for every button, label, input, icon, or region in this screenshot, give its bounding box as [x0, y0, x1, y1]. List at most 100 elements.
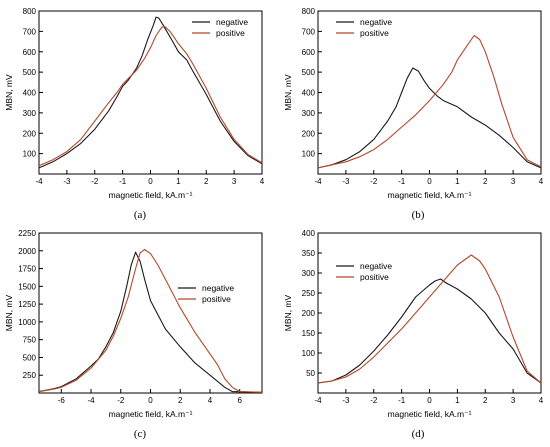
- x-tick-label: -2: [370, 396, 378, 405]
- y-tick-label: 500: [23, 353, 37, 362]
- x-tick-label: -3: [63, 177, 71, 186]
- y-axis-label: MBN, mV: [4, 294, 14, 331]
- legend-label-positive: positive: [216, 28, 245, 38]
- x-tick-label: 4: [260, 177, 265, 186]
- series-line-negative: [317, 278, 542, 384]
- chart-panel-2: -4 -3 -2 -1 0 1 2 3 4 100 200 300 400 500 600 700 800 mag…: [283, 7, 544, 221]
- y-tick-label: 700: [302, 27, 316, 36]
- chart-panel-1: -4 -3 -2 -1 0 1 2 3 4 100 200 300 400 500 600 700 800 mag…: [4, 7, 265, 221]
- y-tick-label: 600: [23, 48, 37, 57]
- y-tick-label: 800: [23, 7, 37, 16]
- x-tick-label: 1: [176, 177, 181, 186]
- legend-label-negative: negative: [216, 17, 248, 27]
- x-axis-label: magnetic field, kA.m⁻¹: [109, 409, 193, 419]
- series-line-negative: [38, 251, 263, 393]
- x-tick-label: -1: [119, 177, 127, 186]
- y-axis-label: MBN, mV: [283, 294, 293, 331]
- plot-frame: [317, 232, 542, 394]
- x-tick-label: 3: [511, 396, 516, 405]
- series-line-negative: [38, 16, 263, 169]
- series-line-negative: [317, 67, 542, 169]
- y-tick-label: 700: [23, 27, 37, 36]
- x-tick-label: -2: [91, 177, 99, 186]
- y-axis-label: MBN, mV: [283, 74, 293, 111]
- series-line-positive: [317, 254, 542, 384]
- y-tick-label: 50: [306, 369, 315, 378]
- y-tick-label: 1000: [18, 318, 36, 327]
- x-tick-label: 4: [208, 396, 213, 405]
- x-tick-label: -4: [314, 177, 322, 186]
- y-tick-label: 400: [302, 89, 316, 98]
- y-tick-label: 350: [302, 249, 316, 258]
- plot-frame: [38, 232, 263, 394]
- x-axis-label: magnetic field, kA.m⁻¹: [388, 190, 472, 200]
- chart-panel-3: -6 -4 -2 0 2 4 6 250 500 750 1000 1250 1500 1750 2000 2…: [4, 229, 263, 440]
- x-tick-label: 0: [148, 177, 153, 186]
- chart-panel-4: -4 -3 -2 -1 0 1 2 3 4 50 100 150 200 250 300 350 400 magn…: [283, 229, 544, 440]
- y-tick-label: 500: [302, 68, 316, 77]
- legend-label-positive: positive: [202, 294, 231, 304]
- y-tick-label: 1250: [18, 300, 36, 309]
- x-tick-label: 0: [148, 396, 153, 405]
- y-tick-label: 2000: [18, 247, 36, 256]
- y-tick-label: 100: [302, 349, 316, 358]
- x-tick-label: -3: [342, 396, 350, 405]
- legend-label-positive: positive: [360, 28, 389, 38]
- x-tick-label: -3: [342, 177, 350, 186]
- x-tick-label: 2: [178, 396, 183, 405]
- x-tick-label: 1: [455, 177, 460, 186]
- x-tick-label: -2: [117, 396, 125, 405]
- x-tick-label: 1: [455, 396, 460, 405]
- panel-caption: (d): [412, 428, 425, 440]
- x-tick-label: 4: [539, 177, 544, 186]
- panel-caption: (a): [134, 209, 147, 221]
- x-tick-label: 3: [232, 177, 237, 186]
- y-tick-label: 400: [23, 89, 37, 98]
- y-tick-label: 500: [23, 68, 37, 77]
- y-tick-label: 600: [302, 48, 316, 57]
- y-tick-label: 250: [23, 371, 37, 380]
- x-tick-label: 6: [237, 396, 242, 405]
- y-tick-label: 100: [302, 150, 316, 159]
- x-tick-label: -4: [35, 177, 43, 186]
- series-line-positive: [317, 34, 542, 169]
- legend-label-negative: negative: [360, 17, 392, 27]
- x-tick-label: 0: [427, 177, 432, 186]
- x-tick-label: 2: [483, 177, 488, 186]
- legend-label-negative: negative: [202, 283, 234, 293]
- x-tick-label: -2: [370, 177, 378, 186]
- y-tick-label: 800: [302, 7, 316, 16]
- panel-caption: (b): [412, 209, 425, 221]
- y-tick-label: 200: [23, 129, 37, 138]
- panel-caption: (c): [134, 428, 147, 440]
- y-tick-label: 300: [302, 109, 316, 118]
- y-tick-label: 1500: [18, 282, 36, 291]
- x-tick-label: -6: [58, 396, 66, 405]
- y-tick-label: 150: [302, 329, 316, 338]
- series-line-positive: [38, 248, 263, 393]
- x-axis-label: magnetic field, kA.m⁻¹: [388, 409, 472, 419]
- x-tick-label: 2: [483, 396, 488, 405]
- x-tick-label: -1: [398, 396, 406, 405]
- x-tick-label: 3: [511, 177, 516, 186]
- x-tick-label: -4: [314, 396, 322, 405]
- y-tick-label: 400: [302, 229, 316, 238]
- y-tick-label: 250: [302, 289, 316, 298]
- x-tick-label: 0: [427, 396, 432, 405]
- x-tick-label: -1: [398, 177, 406, 186]
- y-tick-label: 200: [302, 309, 316, 318]
- y-tick-label: 300: [302, 269, 316, 278]
- y-tick-label: 1750: [18, 265, 36, 274]
- x-tick-label: 2: [204, 177, 209, 186]
- x-axis-label: magnetic field, kA.m⁻¹: [109, 190, 193, 200]
- y-tick-label: 200: [302, 129, 316, 138]
- x-tick-label: -4: [87, 396, 95, 405]
- x-tick-label: 4: [539, 396, 544, 405]
- series-line-positive: [38, 25, 263, 167]
- y-axis-label: MBN, mV: [4, 74, 14, 111]
- y-tick-label: 100: [23, 150, 37, 159]
- legend-label-negative: negative: [360, 261, 392, 271]
- plot-frame: [317, 10, 542, 175]
- legend-label-positive: positive: [360, 272, 389, 282]
